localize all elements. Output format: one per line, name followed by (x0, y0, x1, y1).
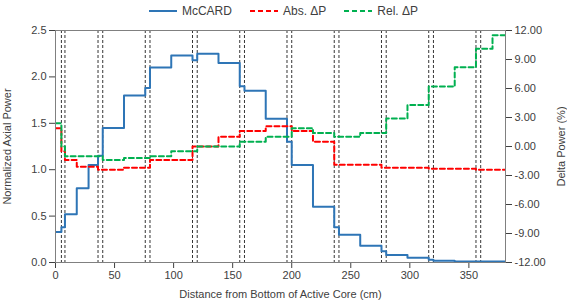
svg-text:300: 300 (401, 269, 419, 281)
svg-text:250: 250 (342, 269, 360, 281)
svg-text:Delta Power (%): Delta Power (%) (555, 106, 567, 186)
svg-text:1.0: 1.0 (31, 163, 46, 175)
svg-text:50: 50 (108, 269, 120, 281)
svg-text:1.5: 1.5 (31, 117, 46, 129)
svg-text:0: 0 (52, 269, 58, 281)
svg-text:Distance from Bottom of Active: Distance from Bottom of Active Core (cm) (179, 288, 381, 300)
svg-text:150: 150 (223, 269, 241, 281)
html-text:Abs. ΔP: Abs. ΔP (283, 4, 327, 18)
svg-text:2.0: 2.0 (31, 70, 46, 82)
svg-text:-12.00: -12.00 (515, 256, 546, 268)
svg-text:-6.00: -6.00 (515, 198, 540, 210)
svg-text:0.00: 0.00 (515, 140, 536, 152)
html-text:McCARD: McCARD (182, 4, 232, 18)
svg-text:-3.00: -3.00 (515, 169, 540, 181)
svg-text:12.00: 12.00 (515, 24, 543, 36)
svg-text:Normalized Axial Power: Normalized Axial Power (1, 88, 13, 204)
svg-text:100: 100 (164, 269, 182, 281)
svg-text:9.00: 9.00 (515, 53, 536, 65)
svg-text:2.5: 2.5 (31, 24, 46, 36)
svg-text:6.00: 6.00 (515, 82, 536, 94)
svg-text:350: 350 (460, 269, 478, 281)
html-text:Rel. ΔP: Rel. ΔP (377, 4, 418, 18)
svg-text:0.5: 0.5 (31, 210, 46, 222)
svg-text:3.00: 3.00 (515, 111, 536, 123)
svg-text:-9.00: -9.00 (515, 227, 540, 239)
svg-text:200: 200 (283, 269, 301, 281)
svg-text:0.0: 0.0 (31, 256, 46, 268)
